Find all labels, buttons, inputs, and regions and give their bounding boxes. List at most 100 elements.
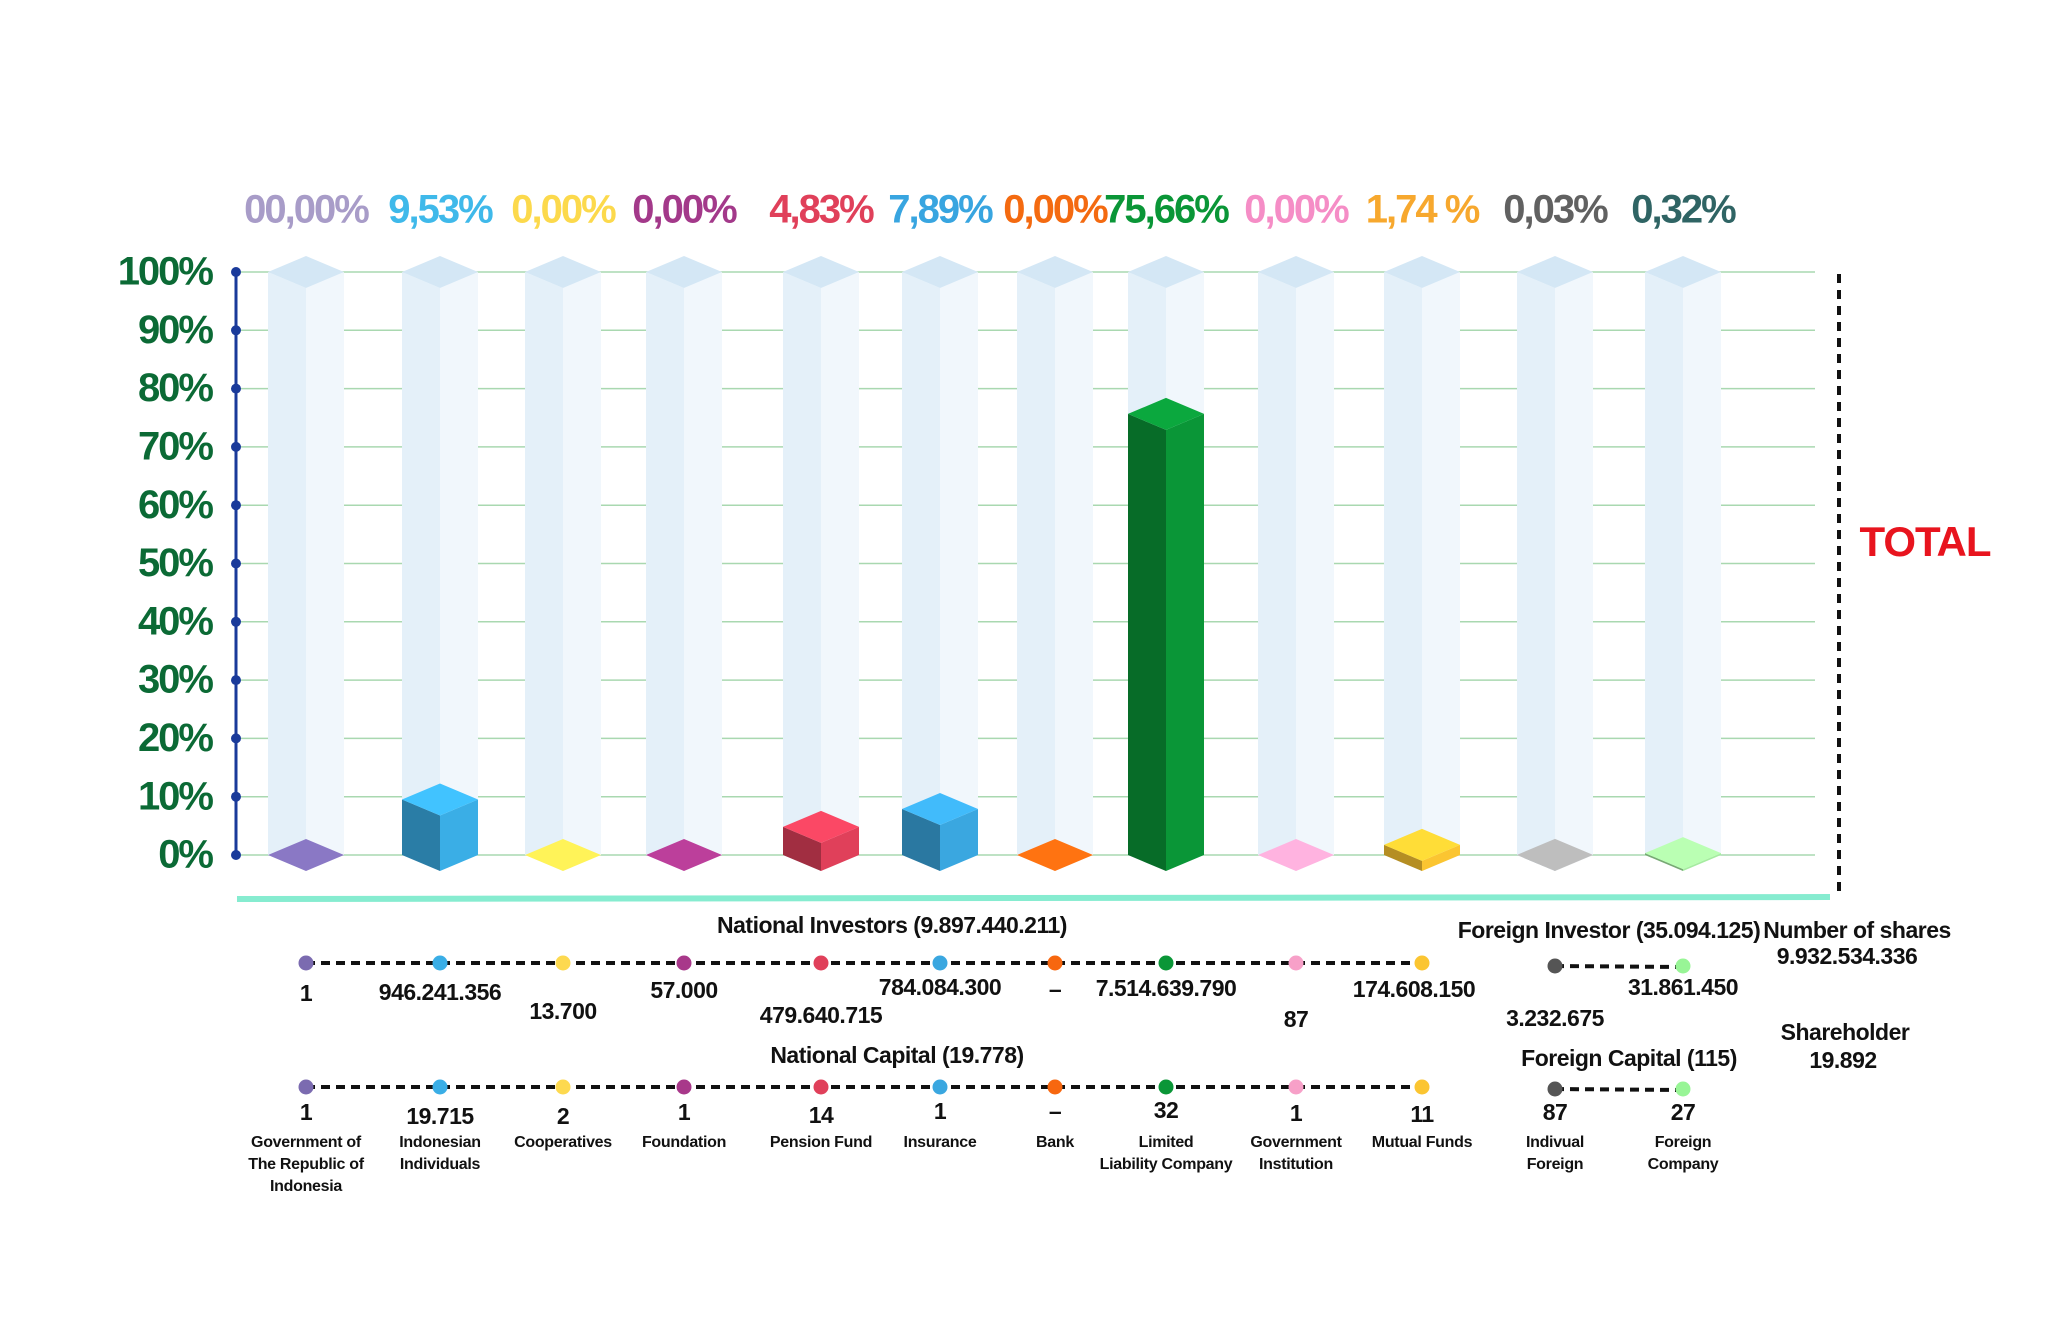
- column-track: [525, 256, 601, 871]
- holders-value: 19.715: [406, 1103, 474, 1129]
- shares-total: 9.932.534.336: [1777, 943, 1918, 969]
- shares-value: 3.232.675: [1506, 1005, 1605, 1031]
- bar-right: [821, 826, 859, 871]
- bar: [525, 839, 601, 871]
- bar-top: [1258, 839, 1334, 871]
- column-track: [646, 256, 722, 871]
- total-label: TOTAL: [1859, 518, 1990, 565]
- shares-value: –: [1049, 976, 1062, 1002]
- y-tick-mark: [231, 267, 241, 277]
- node-dot: [1547, 958, 1563, 974]
- shares-value: 13.700: [529, 998, 596, 1024]
- track-right: [821, 272, 859, 871]
- floor-line: [236, 894, 1831, 902]
- bar-top: [783, 810, 859, 843]
- node-dot: [1675, 958, 1691, 974]
- node-dot: [555, 1079, 571, 1095]
- track-top: [525, 256, 601, 288]
- shares-value: 87: [1284, 1006, 1309, 1032]
- node-dot: [932, 1079, 948, 1095]
- value-label: 9,53%: [388, 188, 493, 232]
- group-title: Foreign Investor (35.094.125): [1458, 917, 1761, 943]
- track-right: [306, 272, 344, 871]
- track-top: [902, 256, 978, 288]
- category-label: Insurance: [904, 1134, 977, 1151]
- shares-value: 946.241.356: [379, 979, 501, 1005]
- y-tick-label: 0%: [158, 833, 213, 877]
- track-left: [402, 272, 440, 871]
- bar-top: [646, 839, 722, 871]
- group-title: Foreign Capital (115): [1521, 1045, 1737, 1071]
- value-label: 0,00%: [1244, 188, 1349, 232]
- node-dot: [676, 1079, 692, 1095]
- track-top: [1645, 256, 1721, 288]
- bar-left: [902, 809, 940, 871]
- category-label: Mutual Funds: [1372, 1134, 1473, 1151]
- bar-top: [268, 839, 344, 871]
- node-dot: [813, 955, 829, 971]
- bar-left: [1645, 853, 1683, 871]
- bar: [1517, 838, 1593, 871]
- value-label: 0,00%: [632, 188, 737, 232]
- bar-top: [1645, 837, 1721, 870]
- y-tick-label: 90%: [138, 308, 213, 352]
- y-tick-mark: [231, 325, 241, 336]
- bar-top: [902, 793, 978, 826]
- shares-value: 31.861.450: [1628, 974, 1738, 1000]
- track-left: [783, 272, 821, 871]
- column-track: [1017, 256, 1093, 871]
- shares-value: 7.514.639.790: [1096, 975, 1237, 1001]
- y-tick-label: 60%: [138, 483, 213, 527]
- category-label: Cooperatives: [514, 1134, 612, 1151]
- column-track: [1517, 256, 1593, 871]
- holders-value: 11: [1410, 1101, 1434, 1127]
- holders-value: 1: [300, 1099, 313, 1125]
- node-dot: [1414, 955, 1430, 971]
- category-label: Limited: [1139, 1134, 1194, 1151]
- shares-value: 784.084.300: [879, 974, 1001, 1000]
- holders-value: 1: [1290, 1100, 1303, 1126]
- holders-value: 2: [557, 1103, 569, 1129]
- y-tick-label: 50%: [138, 541, 213, 585]
- bar: [1017, 839, 1093, 871]
- category-label: Pension Fund: [770, 1134, 872, 1151]
- track-top: [646, 256, 722, 288]
- value-label: 0,00%: [1003, 188, 1108, 232]
- bar-left: [1384, 844, 1422, 871]
- track-left: [1258, 272, 1296, 871]
- node-dot: [676, 955, 692, 971]
- bar-right: [1683, 853, 1721, 871]
- track-right: [684, 272, 722, 871]
- bar: [1258, 839, 1334, 871]
- bar-left: [783, 826, 821, 871]
- group-title: National Investors (9.897.440.211): [717, 912, 1067, 938]
- node-dot: [1047, 955, 1063, 971]
- y-tick-mark: [231, 616, 241, 627]
- track-left: [902, 272, 940, 871]
- bar-top: [525, 839, 601, 871]
- holders-value: 14: [809, 1102, 834, 1128]
- column-track: [268, 256, 344, 871]
- node-dot: [1547, 1081, 1563, 1097]
- bar: [268, 839, 344, 871]
- category-label: Foreign: [1527, 1156, 1584, 1173]
- category-label: Indonesian: [399, 1134, 480, 1151]
- node-dot: [1158, 955, 1174, 971]
- category-label: Government: [1250, 1134, 1342, 1151]
- track-left: [1017, 272, 1055, 871]
- value-label: 75,66%: [1104, 188, 1229, 232]
- node-dot: [298, 955, 314, 971]
- bar: [646, 839, 722, 871]
- y-tick-mark: [231, 675, 241, 686]
- node-dot: [432, 955, 448, 971]
- bar: [1128, 397, 1204, 871]
- column-track: [402, 256, 478, 871]
- bar-right: [1422, 844, 1460, 871]
- track-right: [1555, 272, 1593, 871]
- track-left: [1384, 272, 1422, 871]
- shares-value: 479.640.715: [760, 1002, 883, 1028]
- track-top: [1128, 256, 1204, 288]
- group-title: National Capital (19.778): [770, 1042, 1023, 1068]
- y-tick-mark: [231, 733, 241, 744]
- y-tick-label: 20%: [138, 716, 213, 760]
